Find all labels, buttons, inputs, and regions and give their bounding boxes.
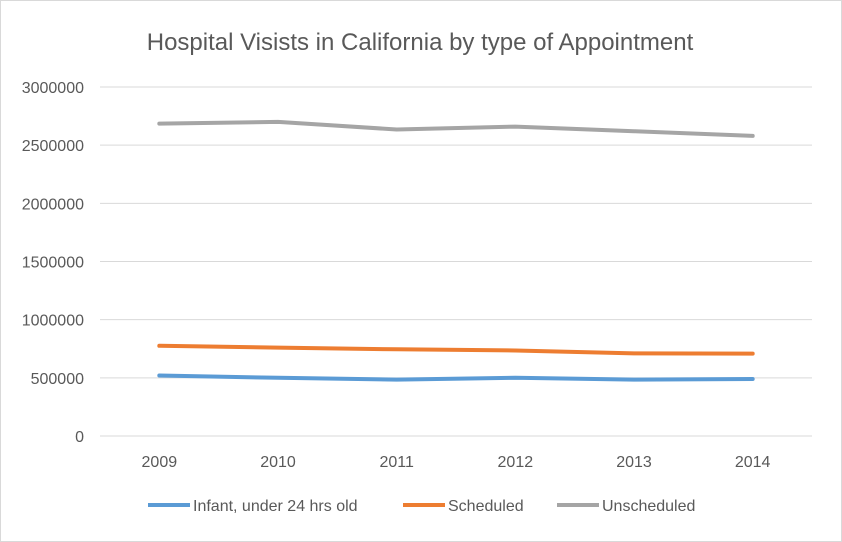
y-tick-label: 2500000 [22, 138, 84, 155]
gridlines [100, 86, 812, 437]
x-tick-label: 2011 [379, 454, 414, 471]
x-tick-label: 2013 [616, 454, 652, 471]
series-line-1 [157, 343, 755, 356]
x-tick-label: 2009 [142, 454, 178, 471]
y-axis-ticks: 0 500000 1000000 1500000 2000000 2500000 30000… [22, 80, 84, 446]
x-axis-ticks: 2009 2010 2011 2012 2013 2014 [142, 454, 771, 471]
x-tick-label: 2012 [498, 454, 534, 471]
x-tick-label: 2014 [735, 454, 771, 471]
legend-label: Unscheduled [602, 498, 695, 515]
y-tick-label: 500000 [31, 371, 84, 388]
chart-title: Hospital Visists in California by type o… [147, 29, 694, 56]
x-tick-label: 2010 [260, 454, 296, 471]
y-tick-label: 1000000 [22, 313, 84, 330]
y-tick-label: 0 [75, 429, 84, 446]
y-tick-label: 2000000 [22, 196, 84, 213]
series-line-0 [157, 373, 755, 382]
y-tick-label: 1500000 [22, 255, 84, 272]
legend-label: Scheduled [448, 498, 524, 515]
series-line-2 [157, 119, 755, 138]
series-lines [157, 119, 755, 382]
legend-label: Infant, under 24 hrs old [193, 498, 358, 515]
y-tick-label: 3000000 [22, 80, 84, 97]
legend: Infant, under 24 hrs old Scheduled Unsched… [148, 498, 695, 515]
